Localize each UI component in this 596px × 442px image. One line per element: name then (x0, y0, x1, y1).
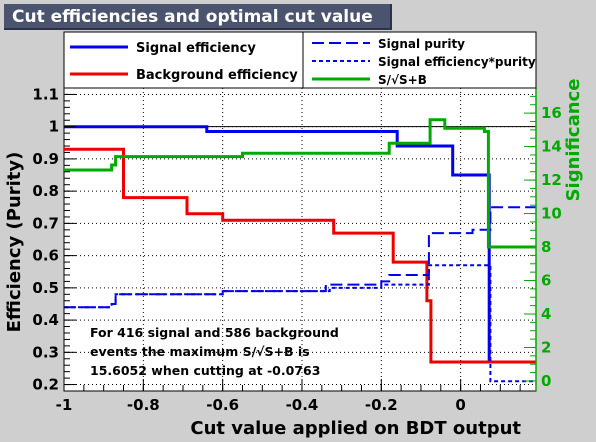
x-axis-label: Cut value applied on BDT output (190, 418, 521, 439)
annotation-line-3: 15.6052 when cutting at -0.0763 (90, 363, 320, 378)
legend-items: Signal efficiency Background efficiency Si… (70, 37, 536, 87)
legend-label: Signal purity (378, 37, 465, 51)
y-tick-label: 0.8 (32, 182, 59, 200)
y2-tick-label: 14 (541, 138, 562, 156)
y2-axis-label: Significance (563, 79, 584, 202)
y-tick-label: 0.2 (32, 376, 59, 394)
y-tick-label: 1.1 (32, 85, 59, 103)
y2-tick-label: 0 (541, 372, 551, 390)
x-tick-label: -0.2 (365, 396, 398, 414)
x-tick-label: -1 (56, 396, 73, 414)
series-background-efficiency (64, 147, 536, 364)
y2-tick-label: 2 (541, 338, 551, 356)
y2-tick-label: 4 (541, 305, 551, 323)
annotation-line-1: For 416 signal and 586 background (90, 325, 339, 340)
plot-area (63, 87, 537, 392)
x-tick-label: -0.4 (286, 396, 319, 414)
y-tick-label: 0.4 (32, 311, 59, 329)
axes: -1 -0.8 -0.6 -0.4 -0.2 0 0.2 0.3 0.4 0.5 0.6 0.7 0.8… (32, 85, 561, 414)
y-axis-label: Efficiency (Purity) (4, 152, 25, 333)
y-tick-label: 0.6 (32, 247, 59, 265)
y-tick-label: 0.9 (32, 150, 59, 168)
y-tick-label: 0.3 (32, 343, 59, 361)
y-tick-label: 0.7 (32, 214, 59, 232)
y2-tick-label: 12 (541, 171, 562, 189)
legend-label: Signal efficiency (136, 41, 256, 56)
legend-label: S/√S+B (378, 73, 427, 87)
result-annotation: For 416 signal and 586 background events… (90, 325, 339, 378)
y-tick-label: 0.5 (32, 279, 59, 297)
y2-tick-label: 16 (541, 104, 562, 122)
series-s-s-b (64, 118, 536, 249)
x-tick-label: -0.6 (206, 396, 239, 414)
series-group (64, 118, 536, 383)
x-tick-label: 0 (455, 396, 465, 414)
y-tick-label: 1 (49, 118, 59, 136)
legend-label: Background efficiency (136, 68, 298, 83)
y2-tick-label: 6 (541, 272, 551, 290)
annotation-line-2: events the maximum S/√S+B is (90, 344, 310, 359)
y2-tick-label: 10 (541, 205, 562, 223)
chart-title: Cut efficiencies and optimal cut value (4, 4, 392, 30)
legend-label: Signal efficiency*purity (378, 55, 536, 69)
legend-box (63, 31, 537, 89)
y2-tick-label: 8 (541, 238, 551, 256)
x-tick-label: -0.8 (127, 396, 160, 414)
series-signal-efficiency-purity (64, 264, 536, 383)
legend: Signal efficiency Background efficiency Si… (63, 31, 537, 89)
grid-lines (64, 88, 536, 391)
